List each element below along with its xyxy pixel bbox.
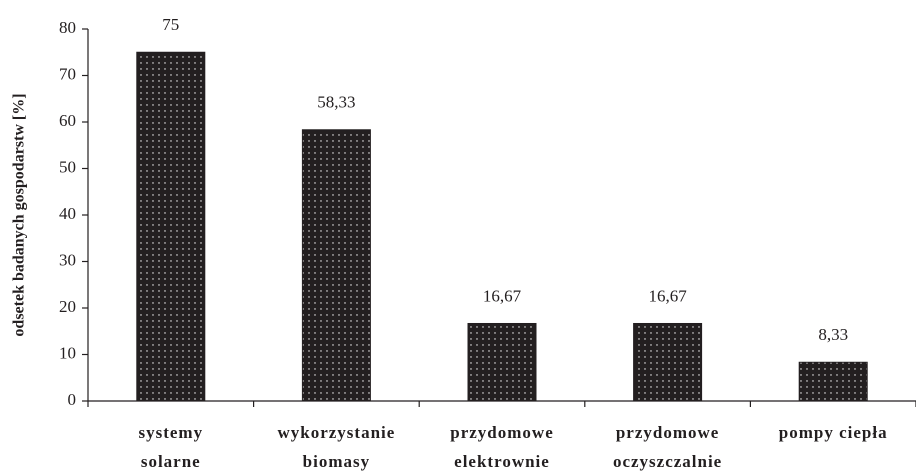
x-tick-label: wykorzystanie [277,423,395,442]
y-tick-label: 0 [68,390,77,409]
x-tick-label: biomasy [303,452,370,471]
y-tick-label: 80 [59,18,76,37]
y-axis-label: odsetek badanych gospodarstw [%] [11,93,28,336]
data-label: 16,67 [648,286,687,305]
y-tick-label: 50 [59,157,76,176]
x-tick-label: systemy [138,423,203,442]
x-tick-label: oczyszczalnie [613,452,722,471]
bar [467,322,537,402]
bar [136,51,206,402]
y-tick-label: 10 [59,343,76,362]
data-label: 58,33 [317,93,355,112]
bar [798,361,868,402]
y-tick-label: 20 [59,297,76,316]
y-tick-label: 70 [59,64,76,83]
y-tick-label: 60 [59,111,76,130]
data-label: 75 [162,15,179,34]
data-label: 8,33 [818,325,848,344]
bar [633,322,703,402]
x-tick-label: pompy ciepła [779,423,888,442]
data-label: 16,67 [483,286,522,305]
x-tick-label: elektrownie [454,452,550,471]
y-tick-label: 30 [59,250,76,269]
x-tick-label: solarne [141,452,201,471]
x-tick-label: przydomowe [616,423,719,442]
x-tick-label: przydomowe [450,423,553,442]
y-tick-label: 40 [59,204,76,223]
bar [301,129,371,402]
